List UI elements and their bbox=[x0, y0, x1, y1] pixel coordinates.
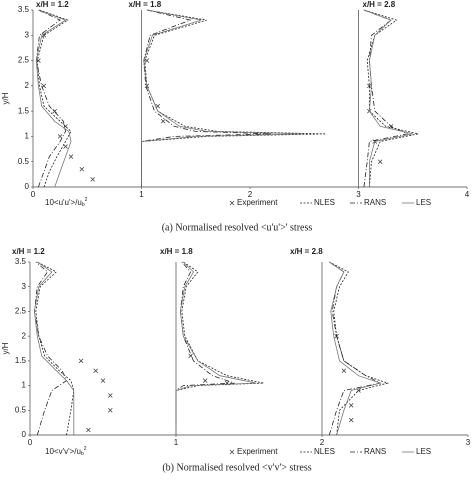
y-tick-label: 3 bbox=[25, 30, 30, 39]
x-label-main: 10<u'u'>/u bbox=[45, 198, 82, 207]
experiment-point bbox=[108, 393, 113, 398]
profile-line bbox=[35, 261, 390, 436]
x-tick-label: 3 bbox=[466, 438, 471, 447]
station-label: x/H = 1.8 bbox=[160, 247, 193, 256]
experiment-point bbox=[202, 378, 208, 383]
experiment-point bbox=[377, 159, 383, 164]
x-label-sub: b bbox=[82, 202, 85, 208]
station-label: x/H = 2.8 bbox=[290, 247, 323, 256]
experiment-point bbox=[341, 368, 347, 373]
profile-line bbox=[33, 261, 382, 436]
experiment-point bbox=[68, 154, 74, 159]
y-tick-label: 1 bbox=[22, 381, 27, 390]
x-label-main: 10<v'v'>/u bbox=[45, 447, 81, 456]
legend-label: RANS bbox=[364, 198, 386, 207]
x-tick-label: 0 bbox=[31, 190, 36, 199]
experiment-point bbox=[188, 353, 193, 359]
legend-symbol bbox=[229, 200, 235, 206]
x-label-sub: b bbox=[81, 451, 84, 457]
experiment-point bbox=[52, 108, 57, 114]
experiment-point bbox=[100, 378, 106, 383]
y-tick-label: 3.5 bbox=[15, 257, 27, 266]
y-tick-label: 2.5 bbox=[15, 307, 27, 316]
profile-line bbox=[35, 9, 413, 188]
caption: (a) Normalised resolved <u'u'>' stress bbox=[162, 222, 313, 233]
legend-label: LES bbox=[416, 447, 431, 456]
y-tick-label: 0 bbox=[25, 182, 30, 191]
station-label: x/H = 1.2 bbox=[12, 247, 45, 256]
experiment-point bbox=[160, 119, 166, 124]
legend-label: NLES bbox=[314, 198, 335, 207]
y-tick-label: 2 bbox=[25, 81, 30, 90]
x-tick-label: 2 bbox=[320, 438, 325, 447]
experiment-point bbox=[63, 144, 68, 149]
experiment-point bbox=[348, 403, 354, 408]
experiment-point bbox=[348, 417, 354, 423]
y-tick-label: 0 bbox=[22, 430, 27, 439]
y-tick-label: 1 bbox=[25, 132, 30, 141]
x-tick-label: 4 bbox=[465, 190, 470, 199]
x-label-sup: 2 bbox=[84, 446, 87, 452]
legend-label: NLES bbox=[314, 447, 335, 456]
experiment-point bbox=[41, 33, 47, 38]
profile-line bbox=[35, 9, 409, 188]
y-axis-label: y/H bbox=[1, 92, 10, 104]
x-tick-label: 1 bbox=[174, 438, 179, 447]
y-tick-label: 1.5 bbox=[18, 106, 30, 115]
experiment-point bbox=[57, 134, 63, 139]
legend-symbol bbox=[229, 449, 235, 455]
y-tick-label: 0.5 bbox=[18, 157, 30, 166]
x-axis-label: 10<v'v'>/ub2 bbox=[45, 446, 87, 457]
experiment-point bbox=[90, 177, 95, 182]
experiment-point bbox=[367, 83, 372, 89]
y-tick-label: 3 bbox=[22, 282, 27, 291]
experiment-point bbox=[93, 368, 98, 373]
y-tick-label: 2 bbox=[22, 331, 27, 340]
profile-line bbox=[33, 261, 382, 436]
experiment-point bbox=[108, 408, 113, 413]
x-tick-label: 1 bbox=[139, 190, 144, 199]
y-tick-label: 1.5 bbox=[15, 356, 27, 365]
legend-label: LES bbox=[416, 198, 431, 207]
y-tick-label: 0.5 bbox=[15, 405, 27, 414]
experiment-point bbox=[78, 358, 84, 364]
y-tick-label: 2.5 bbox=[18, 56, 30, 65]
x-tick-label: 0 bbox=[28, 438, 33, 447]
x-tick-label: 2 bbox=[248, 190, 253, 199]
legend-label: Experiment bbox=[237, 447, 278, 456]
station-label: x/H = 1.8 bbox=[129, 0, 162, 9]
profile-line bbox=[36, 9, 419, 188]
station-label: x/H = 2.8 bbox=[363, 0, 396, 9]
experiment-point bbox=[79, 167, 85, 172]
caption: (b) Normalised resolved <v'v'> stress bbox=[162, 462, 311, 473]
legend-label: RANS bbox=[364, 447, 386, 456]
x-label-sup: 2 bbox=[85, 197, 88, 203]
station-label: x/H = 1.2 bbox=[36, 0, 69, 9]
x-axis-label: 10<u'u'>/ub2 bbox=[45, 197, 88, 208]
experiment-point bbox=[144, 58, 150, 63]
x-tick-label: 3 bbox=[356, 190, 361, 199]
y-tick-label: 3.5 bbox=[18, 5, 30, 14]
experiment-point bbox=[86, 427, 91, 433]
legend-label: Experiment bbox=[237, 198, 278, 207]
y-axis-label: y/H bbox=[1, 342, 10, 354]
